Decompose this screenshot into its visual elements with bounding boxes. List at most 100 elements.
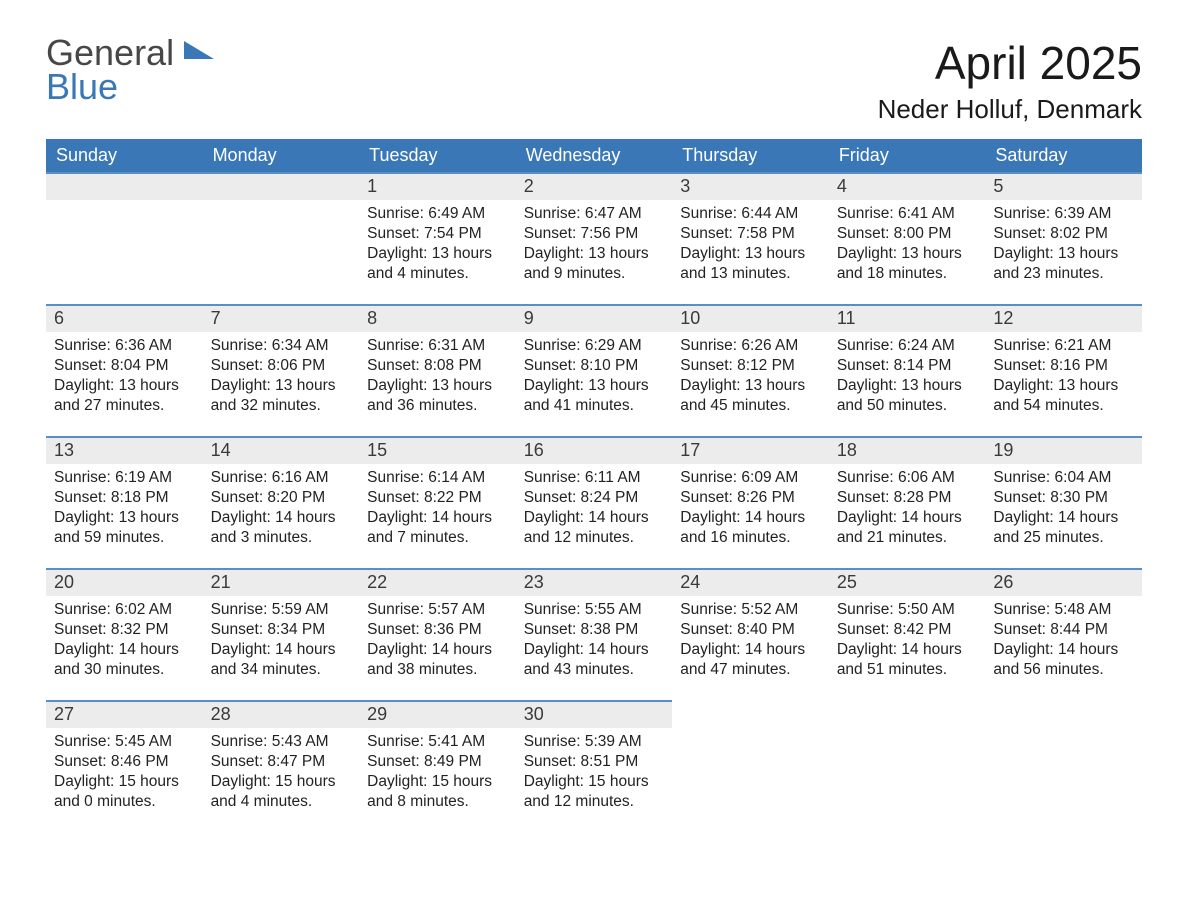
calendar-cell: 12Sunrise: 6:21 AMSunset: 8:16 PMDayligh… xyxy=(985,304,1142,436)
day-sunset: Sunset: 8:04 PM xyxy=(54,356,195,376)
calendar-cell: 24Sunrise: 5:52 AMSunset: 8:40 PMDayligh… xyxy=(672,568,829,700)
day-number: 13 xyxy=(46,436,203,464)
day-daylight: Daylight: 13 hours and 27 minutes. xyxy=(54,376,195,416)
day-sunset: Sunset: 8:49 PM xyxy=(367,752,508,772)
day-sunset: Sunset: 8:16 PM xyxy=(993,356,1134,376)
day-sunset: Sunset: 8:30 PM xyxy=(993,488,1134,508)
day-daylight: Daylight: 13 hours and 18 minutes. xyxy=(837,244,978,284)
day-body: Sunrise: 5:43 AMSunset: 8:47 PMDaylight:… xyxy=(203,728,360,813)
day-body: Sunrise: 6:21 AMSunset: 8:16 PMDaylight:… xyxy=(985,332,1142,417)
day-daylight: Daylight: 14 hours and 38 minutes. xyxy=(367,640,508,680)
calendar-cell: 4Sunrise: 6:41 AMSunset: 8:00 PMDaylight… xyxy=(829,172,986,304)
day-sunrise: Sunrise: 6:39 AM xyxy=(993,204,1134,224)
day-body: Sunrise: 5:52 AMSunset: 8:40 PMDaylight:… xyxy=(672,596,829,681)
day-number: 27 xyxy=(46,700,203,728)
day-body: Sunrise: 5:55 AMSunset: 8:38 PMDaylight:… xyxy=(516,596,673,681)
calendar-cell: 26Sunrise: 5:48 AMSunset: 8:44 PMDayligh… xyxy=(985,568,1142,700)
day-sunrise: Sunrise: 5:39 AM xyxy=(524,732,665,752)
day-body: Sunrise: 6:14 AMSunset: 8:22 PMDaylight:… xyxy=(359,464,516,549)
day-body: Sunrise: 6:24 AMSunset: 8:14 PMDaylight:… xyxy=(829,332,986,417)
day-body: Sunrise: 6:06 AMSunset: 8:28 PMDaylight:… xyxy=(829,464,986,549)
day-sunset: Sunset: 7:56 PM xyxy=(524,224,665,244)
day-body: Sunrise: 5:41 AMSunset: 8:49 PMDaylight:… xyxy=(359,728,516,813)
weekday-header-row: Sunday Monday Tuesday Wednesday Thursday… xyxy=(46,139,1142,172)
calendar-cell: 20Sunrise: 6:02 AMSunset: 8:32 PMDayligh… xyxy=(46,568,203,700)
day-daylight: Daylight: 13 hours and 9 minutes. xyxy=(524,244,665,284)
weekday-header: Tuesday xyxy=(359,139,516,172)
day-body: Sunrise: 6:44 AMSunset: 7:58 PMDaylight:… xyxy=(672,200,829,285)
day-daylight: Daylight: 13 hours and 59 minutes. xyxy=(54,508,195,548)
day-sunrise: Sunrise: 6:19 AM xyxy=(54,468,195,488)
calendar-cell: 30Sunrise: 5:39 AMSunset: 8:51 PMDayligh… xyxy=(516,700,673,832)
day-number: 6 xyxy=(46,304,203,332)
calendar-table: Sunday Monday Tuesday Wednesday Thursday… xyxy=(46,139,1142,832)
day-sunset: Sunset: 8:02 PM xyxy=(993,224,1134,244)
day-daylight: Daylight: 13 hours and 41 minutes. xyxy=(524,376,665,416)
day-number: 29 xyxy=(359,700,516,728)
day-number: 16 xyxy=(516,436,673,464)
day-sunset: Sunset: 7:54 PM xyxy=(367,224,508,244)
day-sunset: Sunset: 8:28 PM xyxy=(837,488,978,508)
day-number: 4 xyxy=(829,172,986,200)
day-sunset: Sunset: 8:06 PM xyxy=(211,356,352,376)
day-sunset: Sunset: 8:14 PM xyxy=(837,356,978,376)
weekday-header: Wednesday xyxy=(516,139,673,172)
day-number: 10 xyxy=(672,304,829,332)
day-daylight: Daylight: 13 hours and 50 minutes. xyxy=(837,376,978,416)
day-sunrise: Sunrise: 6:04 AM xyxy=(993,468,1134,488)
day-number: 5 xyxy=(985,172,1142,200)
day-sunset: Sunset: 8:10 PM xyxy=(524,356,665,376)
day-number: 24 xyxy=(672,568,829,596)
day-sunrise: Sunrise: 6:09 AM xyxy=(680,468,821,488)
day-number: 2 xyxy=(516,172,673,200)
day-body: Sunrise: 5:48 AMSunset: 8:44 PMDaylight:… xyxy=(985,596,1142,681)
calendar-cell: 14Sunrise: 6:16 AMSunset: 8:20 PMDayligh… xyxy=(203,436,360,568)
calendar-cell: 2Sunrise: 6:47 AMSunset: 7:56 PMDaylight… xyxy=(516,172,673,304)
calendar-cell: 16Sunrise: 6:11 AMSunset: 8:24 PMDayligh… xyxy=(516,436,673,568)
day-sunrise: Sunrise: 5:41 AM xyxy=(367,732,508,752)
day-body: Sunrise: 6:29 AMSunset: 8:10 PMDaylight:… xyxy=(516,332,673,417)
day-daylight: Daylight: 14 hours and 34 minutes. xyxy=(211,640,352,680)
brand-logo: General Blue xyxy=(46,36,214,104)
calendar-cell: 11Sunrise: 6:24 AMSunset: 8:14 PMDayligh… xyxy=(829,304,986,436)
day-sunrise: Sunrise: 6:21 AM xyxy=(993,336,1134,356)
day-daylight: Daylight: 14 hours and 43 minutes. xyxy=(524,640,665,680)
day-sunrise: Sunrise: 6:06 AM xyxy=(837,468,978,488)
day-sunrise: Sunrise: 6:14 AM xyxy=(367,468,508,488)
calendar-cell: 17Sunrise: 6:09 AMSunset: 8:26 PMDayligh… xyxy=(672,436,829,568)
day-body: Sunrise: 6:47 AMSunset: 7:56 PMDaylight:… xyxy=(516,200,673,285)
calendar-cell xyxy=(203,172,360,304)
day-sunset: Sunset: 8:22 PM xyxy=(367,488,508,508)
day-sunset: Sunset: 8:36 PM xyxy=(367,620,508,640)
location-subtitle: Neder Holluf, Denmark xyxy=(878,94,1142,125)
day-number: 17 xyxy=(672,436,829,464)
brand-flag-icon xyxy=(184,37,214,59)
day-number: 14 xyxy=(203,436,360,464)
day-daylight: Daylight: 15 hours and 8 minutes. xyxy=(367,772,508,812)
day-daylight: Daylight: 13 hours and 23 minutes. xyxy=(993,244,1134,284)
day-sunrise: Sunrise: 6:47 AM xyxy=(524,204,665,224)
calendar-cell xyxy=(829,700,986,832)
day-sunrise: Sunrise: 6:41 AM xyxy=(837,204,978,224)
calendar-week-row: 27Sunrise: 5:45 AMSunset: 8:46 PMDayligh… xyxy=(46,700,1142,832)
day-sunset: Sunset: 8:34 PM xyxy=(211,620,352,640)
day-sunrise: Sunrise: 6:24 AM xyxy=(837,336,978,356)
calendar-cell: 7Sunrise: 6:34 AMSunset: 8:06 PMDaylight… xyxy=(203,304,360,436)
calendar-cell: 9Sunrise: 6:29 AMSunset: 8:10 PMDaylight… xyxy=(516,304,673,436)
day-number: 9 xyxy=(516,304,673,332)
day-sunrise: Sunrise: 5:55 AM xyxy=(524,600,665,620)
day-daylight: Daylight: 15 hours and 12 minutes. xyxy=(524,772,665,812)
calendar-cell: 19Sunrise: 6:04 AMSunset: 8:30 PMDayligh… xyxy=(985,436,1142,568)
day-number: 1 xyxy=(359,172,516,200)
day-sunrise: Sunrise: 6:16 AM xyxy=(211,468,352,488)
calendar-week-row: 6Sunrise: 6:36 AMSunset: 8:04 PMDaylight… xyxy=(46,304,1142,436)
day-daylight: Daylight: 14 hours and 25 minutes. xyxy=(993,508,1134,548)
day-sunrise: Sunrise: 6:26 AM xyxy=(680,336,821,356)
calendar-cell xyxy=(672,700,829,832)
calendar-week-row: 13Sunrise: 6:19 AMSunset: 8:18 PMDayligh… xyxy=(46,436,1142,568)
brand-line2: Blue xyxy=(46,66,118,107)
day-daylight: Daylight: 14 hours and 51 minutes. xyxy=(837,640,978,680)
calendar-cell: 21Sunrise: 5:59 AMSunset: 8:34 PMDayligh… xyxy=(203,568,360,700)
day-sunset: Sunset: 8:08 PM xyxy=(367,356,508,376)
calendar-cell: 6Sunrise: 6:36 AMSunset: 8:04 PMDaylight… xyxy=(46,304,203,436)
